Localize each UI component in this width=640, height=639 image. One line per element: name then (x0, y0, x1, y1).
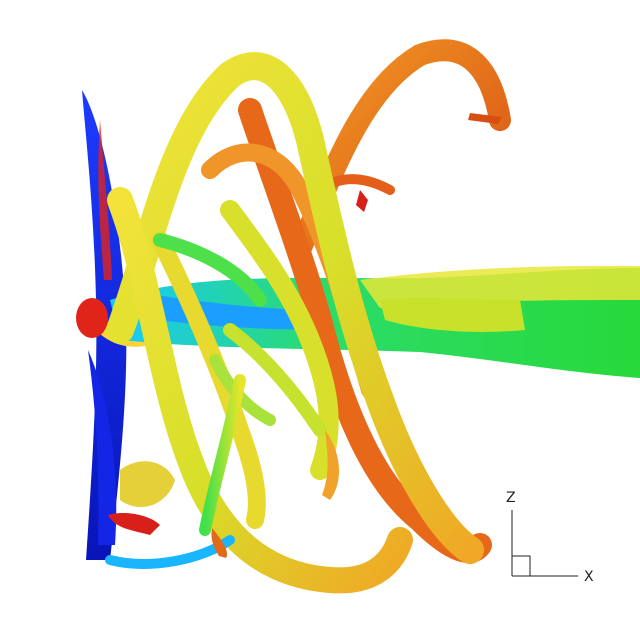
hub-tip (76, 298, 108, 338)
z-axis-label: Z (506, 490, 516, 506)
axis-triad: Z X (506, 490, 594, 585)
x-axis-label: X (584, 569, 594, 585)
wake-core (110, 265, 640, 378)
debris-fragments (108, 113, 502, 558)
